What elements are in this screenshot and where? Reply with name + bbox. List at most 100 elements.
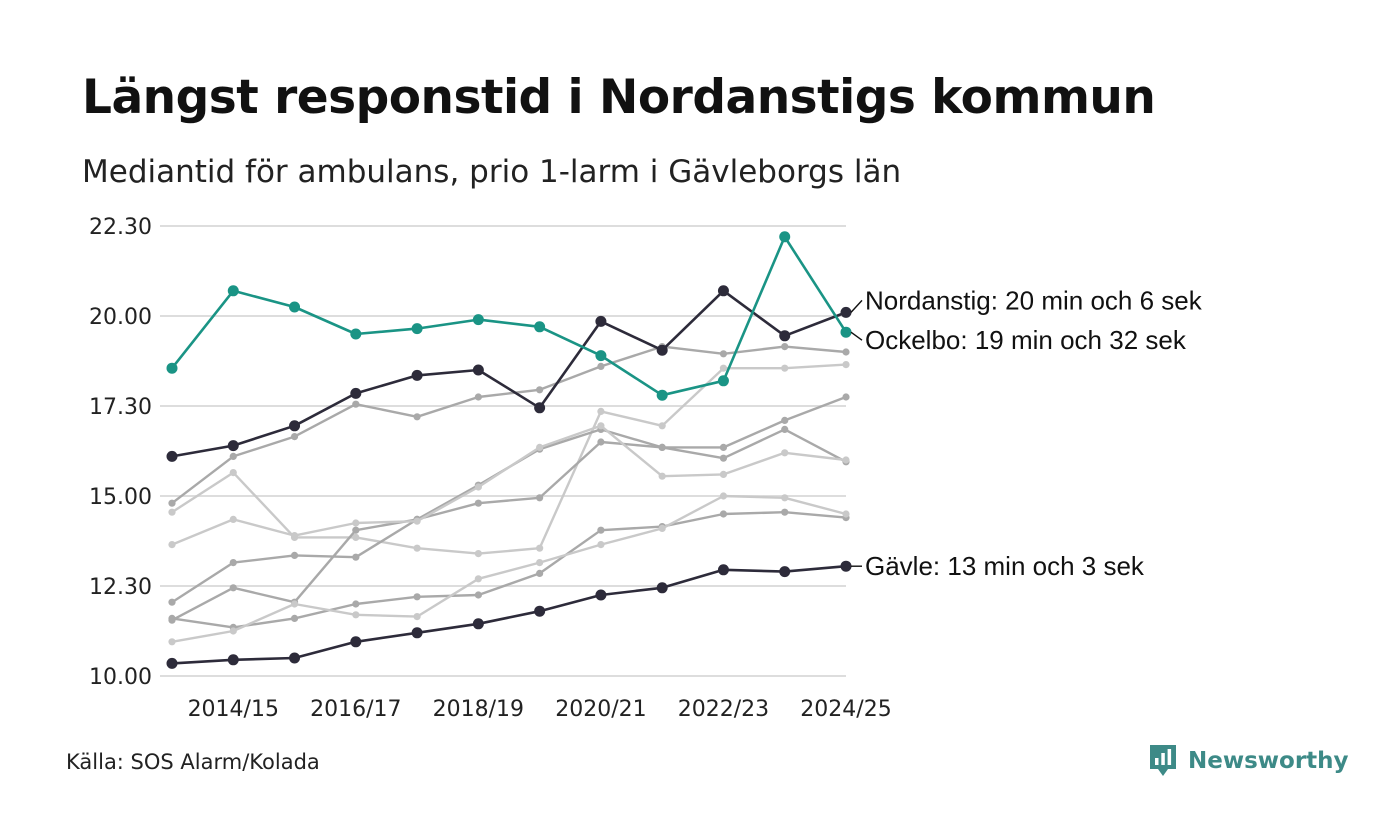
data-point	[472, 618, 484, 630]
data-point	[352, 400, 360, 408]
data-point	[413, 544, 421, 552]
y-tick-label: 20.00	[89, 305, 152, 330]
chart-title: Längst responstid i Nordanstigs kommun	[82, 70, 1156, 125]
x-axis-ticks: 2014/15 2016/17 2018/19 2020/21 2022/23 2024/…	[188, 697, 892, 722]
data-point	[290, 614, 299, 623]
series-line	[171, 511, 847, 629]
data-point	[474, 575, 482, 583]
data-point	[350, 387, 362, 399]
data-point	[717, 285, 729, 297]
data-point	[597, 541, 605, 549]
y-axis-ticks: 10.00 12.30 15.00 17.30 20.00 22.30	[89, 215, 152, 690]
y-tick-label: 12.30	[89, 575, 152, 600]
data-point	[227, 440, 239, 452]
data-point	[411, 323, 423, 335]
series-end-label: Ockelbo: 19 min och 32 sek	[865, 325, 1187, 355]
data-point	[842, 510, 850, 518]
data-point	[719, 454, 728, 462]
series-gråserie-4	[168, 393, 850, 624]
data-point	[656, 389, 668, 401]
data-point	[781, 364, 789, 372]
data-point	[411, 369, 423, 381]
data-point	[229, 584, 237, 592]
data-point	[352, 553, 360, 561]
y-tick-label: 15.00	[89, 485, 152, 510]
x-tick-label: 2020/21	[555, 697, 646, 722]
x-tick-label: 2014/15	[188, 697, 279, 722]
data-point	[227, 285, 239, 297]
y-tick-label: 17.30	[89, 395, 152, 420]
data-point	[536, 569, 544, 578]
data-point	[536, 494, 544, 502]
data-point	[536, 386, 544, 394]
data-point	[289, 301, 301, 313]
series-gråserie-2	[168, 361, 850, 558]
data-point	[781, 449, 789, 457]
source-note: Källa: SOS Alarm/Kolada	[66, 750, 320, 774]
data-point	[352, 526, 360, 534]
data-point	[229, 469, 237, 477]
data-point	[597, 438, 605, 446]
series-ockelbo	[166, 231, 852, 401]
data-point	[290, 532, 299, 540]
data-point	[781, 416, 789, 424]
series-gråserie-3	[168, 425, 850, 606]
series-line	[171, 494, 847, 643]
series-line	[171, 345, 847, 505]
data-point	[229, 452, 237, 460]
series-line	[171, 363, 847, 555]
data-point	[229, 559, 237, 567]
data-point	[717, 375, 729, 387]
data-point	[474, 550, 482, 558]
data-point	[352, 533, 360, 542]
data-point	[595, 315, 607, 327]
series-gävle	[166, 560, 852, 669]
chart-subtitle: Mediantid för ambulans, prio 1-larm i Gä…	[82, 154, 902, 190]
data-point	[229, 515, 237, 524]
series-line	[171, 564, 847, 665]
data-point	[289, 652, 301, 664]
data-point	[168, 499, 176, 507]
series-labels: Gävle: 13 min och 3 sek Nordanstig: 20 mi…	[850, 285, 1203, 581]
data-point	[656, 344, 668, 356]
series-gråserie-5	[168, 422, 850, 549]
series-line	[170, 235, 848, 397]
data-point	[229, 627, 237, 635]
data-point	[658, 422, 666, 430]
data-point	[595, 350, 607, 362]
series-line	[171, 289, 847, 458]
data-point	[658, 524, 666, 533]
data-point	[719, 443, 728, 451]
data-point	[474, 393, 482, 401]
data-point	[719, 470, 728, 478]
data-point	[168, 614, 176, 623]
data-point	[717, 564, 729, 576]
data-point	[166, 362, 178, 374]
data-point	[719, 350, 728, 358]
data-point	[719, 510, 728, 518]
data-point	[413, 613, 421, 621]
data-point	[842, 456, 850, 464]
data-point	[779, 330, 791, 342]
data-point	[534, 402, 546, 414]
data-point	[411, 627, 423, 639]
x-tick-label: 2024/25	[800, 697, 891, 722]
data-point	[534, 321, 546, 333]
series-gråserie-7	[168, 492, 850, 646]
data-point	[290, 551, 299, 560]
data-point	[534, 605, 546, 617]
x-tick-label: 2022/23	[678, 697, 769, 722]
data-point	[350, 636, 362, 648]
data-point	[781, 343, 789, 351]
data-point	[168, 598, 176, 606]
data-point	[168, 508, 176, 516]
data-point	[474, 483, 482, 491]
series-nordanstig	[166, 285, 852, 462]
y-tick-label: 22.30	[89, 215, 152, 240]
brand-mark: Newsworthy	[1148, 743, 1349, 779]
label-leader-line	[850, 299, 863, 313]
data-point	[840, 326, 852, 338]
series-gråserie-6	[168, 508, 850, 632]
data-point	[658, 472, 666, 480]
